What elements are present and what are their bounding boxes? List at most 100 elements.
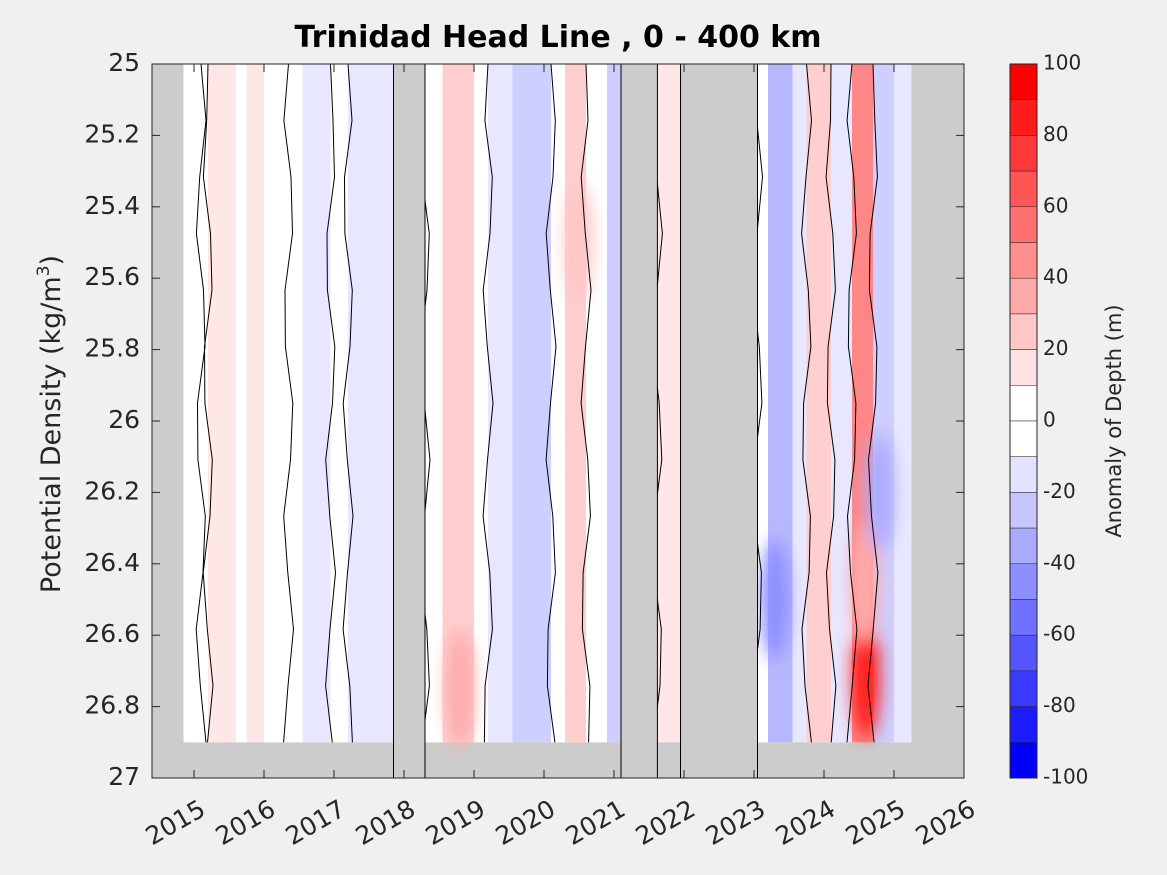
- colorbar-swatch: [1009, 420, 1038, 457]
- y-tick-label: 26.2: [84, 476, 140, 505]
- colorbar-swatch: [1009, 563, 1038, 600]
- colorbar-tick-label: 20: [1043, 336, 1068, 360]
- anomaly-band: [488, 64, 513, 743]
- x-tick-label: 2024: [771, 794, 841, 851]
- anomaly-band: [365, 64, 394, 743]
- colorbar-tick-label: -80: [1043, 693, 1076, 717]
- zero-contour-line: [325, 64, 337, 743]
- x-tick-label: 2019: [421, 794, 491, 851]
- colorbar-swatch: [1009, 670, 1038, 707]
- colorbar-swatch: [1009, 527, 1038, 565]
- anomaly-band: [607, 64, 621, 743]
- no-data-gap: [393, 63, 426, 779]
- chart-title: Trinidad Head Line , 0 - 400 km: [294, 20, 821, 55]
- colorbar-tick-label: 40: [1043, 265, 1068, 289]
- x-tick-label: 2026: [911, 794, 981, 851]
- colorbar-tick-label: 80: [1043, 122, 1068, 146]
- anomaly-band: [831, 64, 852, 743]
- colorbar-swatch: [1009, 63, 1038, 100]
- zero-contour-line: [482, 64, 494, 743]
- zero-contour-line: [283, 64, 295, 743]
- x-tick-label: 2015: [141, 794, 211, 851]
- y-tick-label: 27: [108, 762, 140, 791]
- no-data-gaps: [393, 63, 758, 779]
- colorbar-tick-label: 100: [1043, 51, 1081, 75]
- colorbar-swatch: [1009, 456, 1038, 493]
- x-tick-label: 2018: [351, 794, 421, 851]
- anomaly-band: [246, 64, 264, 743]
- anomaly-blob: [866, 432, 894, 553]
- anomaly-band: [288, 64, 303, 743]
- colorbar-swatch: [1009, 135, 1038, 172]
- anomaly-blob: [446, 628, 474, 749]
- colorbar-swatch: [1009, 99, 1038, 136]
- no-data-gap: [680, 63, 758, 779]
- plot-area: [151, 63, 965, 779]
- anomaly-band: [657, 64, 681, 743]
- colorbar-tick-label: -20: [1043, 479, 1076, 503]
- no-data-gap: [620, 63, 658, 779]
- zero-contour-line: [545, 64, 557, 743]
- x-tick-label: 2017: [281, 794, 351, 851]
- zero-contour-line: [202, 64, 214, 743]
- anomaly-band: [236, 64, 247, 743]
- y-axis-label-superscript: 3: [34, 265, 54, 276]
- x-tick-label: 2025: [841, 794, 911, 851]
- colorbar-tick-label: -40: [1043, 550, 1076, 574]
- anomaly-band: [512, 64, 551, 743]
- anomaly-band: [348, 64, 366, 743]
- zero-contour-lines: [195, 64, 879, 743]
- colorbar-swatches: [1009, 63, 1038, 779]
- x-tick-label: 2022: [631, 794, 701, 851]
- x-tick-label: 2020: [491, 794, 561, 851]
- anomaly-band: [757, 64, 768, 743]
- anomaly-blob: [761, 539, 789, 660]
- colorbar-swatch: [1009, 170, 1038, 208]
- colorbar-tick-label: -100: [1043, 765, 1088, 789]
- y-axis: 25 25.2 25.4 25.6 25.8 26 26.2 26.4 26.6…: [34, 48, 140, 791]
- anomaly-band: [792, 64, 807, 743]
- zero-contour-line: [580, 64, 592, 743]
- colorbar-swatch: [1009, 206, 1038, 243]
- colorbar-tick-label: -60: [1043, 622, 1076, 646]
- y-tick-label: 25.2: [84, 119, 140, 148]
- zero-contour-line: [846, 64, 858, 743]
- anomaly-blobs: [446, 182, 894, 749]
- colorbar-tick-label: 60: [1043, 193, 1068, 217]
- colorbar-swatch: [1009, 277, 1038, 315]
- y-tick-label: 25.6: [84, 262, 140, 291]
- colorbar-swatch: [1009, 599, 1038, 636]
- colorbar-swatch: [1009, 313, 1038, 350]
- colorbar-swatch: [1009, 242, 1038, 279]
- y-tick-label: 26.8: [84, 691, 140, 720]
- y-tick-label: 26.6: [84, 619, 140, 648]
- colorbar-frame: [1009, 63, 1038, 779]
- zero-contour-line: [801, 64, 813, 743]
- anomaly-band: [894, 64, 912, 743]
- anomaly-blob: [850, 521, 879, 642]
- anomaly-band: [586, 64, 607, 743]
- colorbar-swatch: [1009, 706, 1038, 743]
- anomaly-band: [474, 64, 488, 743]
- anomaly-band: [208, 64, 236, 743]
- y-tick-marks: [152, 63, 964, 779]
- x-tick-label: 2021: [561, 794, 631, 851]
- anomaly-blob: [852, 618, 880, 739]
- x-tick-label: 2023: [701, 794, 771, 851]
- zero-contour-line: [825, 64, 837, 743]
- zero-contour-line: [867, 64, 879, 743]
- y-tick-label: 25: [108, 48, 140, 77]
- anomaly-blob: [565, 182, 593, 303]
- anomaly-band: [330, 64, 348, 743]
- x-tick-marks: [193, 64, 965, 778]
- colorbar-swatch: [1009, 349, 1038, 386]
- anomaly-band: [187, 64, 201, 743]
- colorbar-swatch: [1009, 492, 1038, 529]
- colorbar-swatch: [1009, 385, 1038, 422]
- anomaly-band: [551, 64, 565, 743]
- y-tick-label: 26: [108, 405, 140, 434]
- y-axis-label-close: ): [36, 255, 67, 266]
- y-axis-label-main: Potential Density (kg/m: [36, 276, 67, 593]
- colorbar-swatch: [1009, 742, 1038, 779]
